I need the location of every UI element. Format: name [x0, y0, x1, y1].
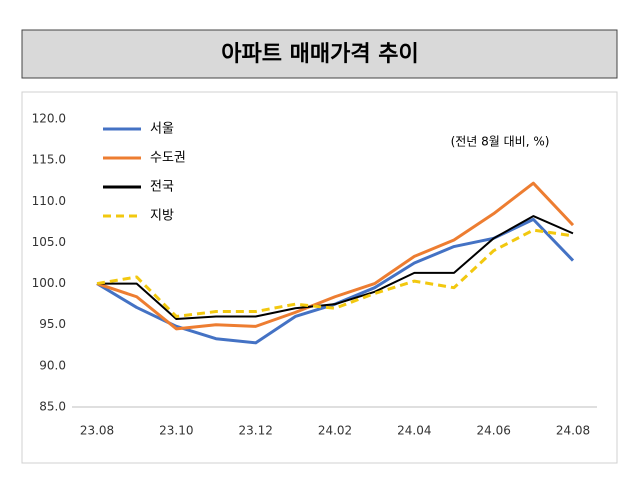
x-tick-label: 23.08 [80, 424, 114, 438]
series-line [96, 181, 575, 331]
y-tick-label: 110.0 [32, 194, 66, 208]
chart-title: 아파트 매매가격 추이 [221, 42, 418, 67]
title-box [21, 29, 618, 79]
x-tick-label: 24.06 [476, 424, 510, 438]
series-line [96, 228, 574, 318]
x-tick-label: 24.08 [556, 424, 590, 438]
y-tick-label: 85.0 [39, 400, 66, 414]
y-tick-label: 95.0 [39, 317, 66, 331]
x-tick-label: 24.04 [397, 424, 431, 438]
legend-label: 수도권 [150, 151, 186, 166]
series-line [97, 215, 574, 320]
y-tick-label: 105.0 [32, 235, 66, 249]
legend-label: 서울 [150, 122, 174, 137]
x-tick-label: 24.02 [318, 424, 352, 438]
x-tick-label: 23.10 [159, 424, 193, 438]
x-tick-label: 23.12 [238, 424, 272, 438]
legend-label: 전국 [150, 180, 174, 195]
y-tick-label: 115.0 [32, 153, 66, 167]
y-tick-label: 100.0 [32, 276, 66, 290]
y-tick-label: 90.0 [39, 358, 66, 372]
chart-frame [21, 91, 618, 464]
y-tick-label: 120.0 [32, 112, 66, 126]
annotation: (전년 8월 대비, %) [451, 135, 550, 149]
legend-label: 지방 [150, 209, 174, 224]
